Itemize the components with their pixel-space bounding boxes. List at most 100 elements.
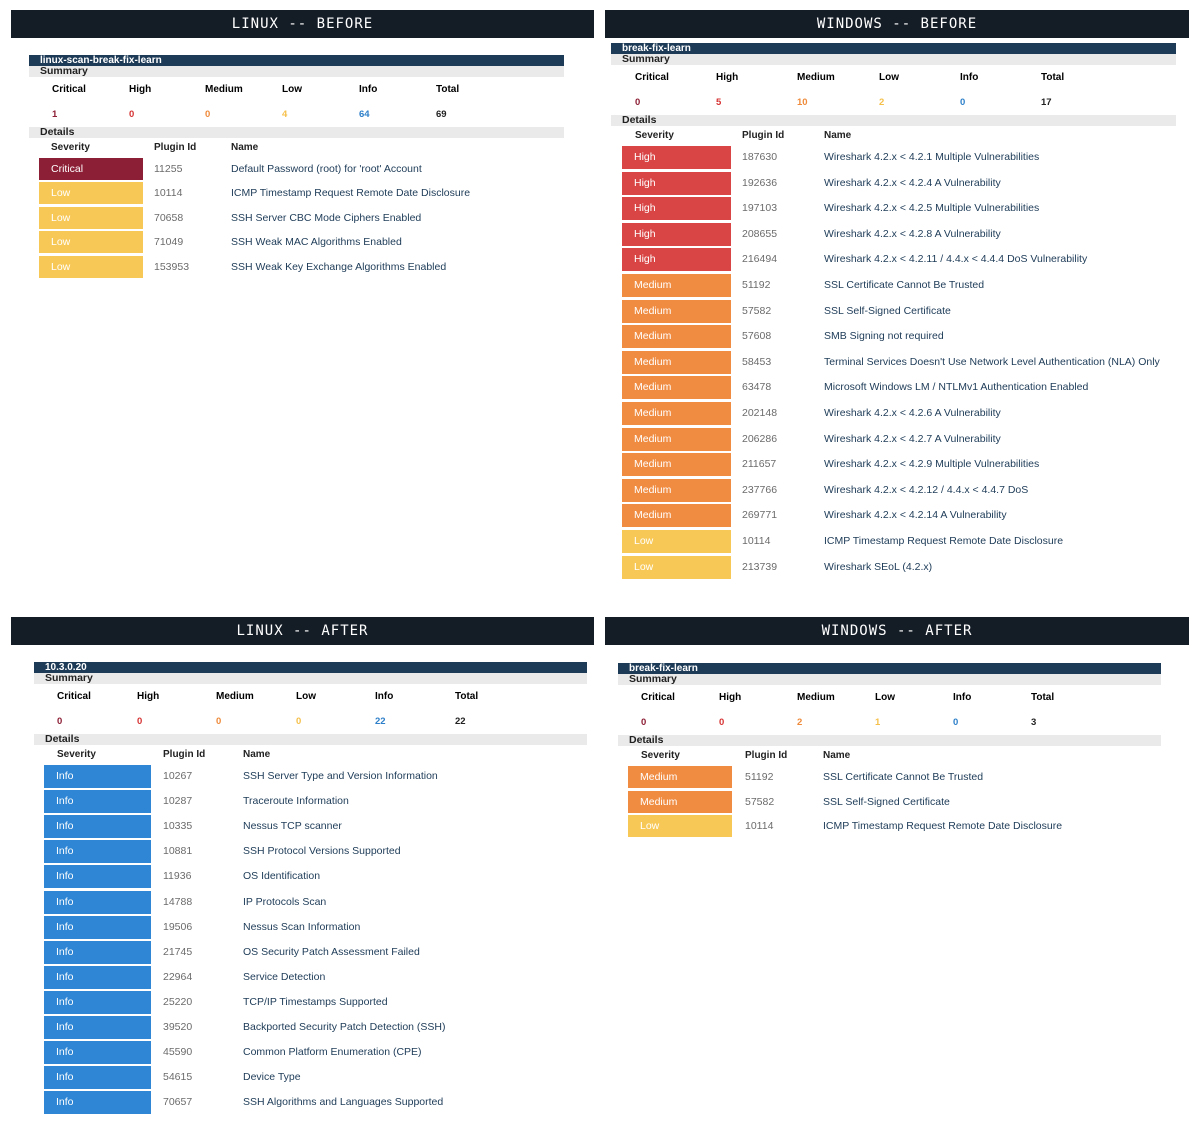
panel-title: LINUX -- AFTER xyxy=(11,617,594,645)
info-header: Info xyxy=(960,72,979,83)
plugin-name: Wireshark 4.2.x < 4.2.9 Multiple Vulnera… xyxy=(824,458,1040,471)
severity-badge: Info xyxy=(44,1041,151,1065)
plugin-name: ICMP Timestamp Request Remote Date Discl… xyxy=(824,535,1064,547)
high-header: High xyxy=(129,84,152,95)
plugin-id: 211657 xyxy=(742,458,777,471)
finding-row: Medium 206286 Wireshark 4.2.x < 4.2.7 A Vu… xyxy=(611,427,1176,451)
plugin-id: 192636 xyxy=(742,176,778,189)
critical-header: Critical xyxy=(641,692,675,703)
finding-row: Info 19506 Nessus Scan Information xyxy=(34,915,587,939)
linux-before-report: linux-scan-break-fix-learn Summary Criti… xyxy=(29,55,564,280)
plugin-name: Wireshark 4.2.x < 4.2.8 A Vulnerability xyxy=(824,227,1001,240)
high-count: 0 xyxy=(719,717,725,728)
plugin-id: 206286 xyxy=(742,432,778,445)
plugin-id: 57582 xyxy=(742,304,772,317)
finding-row: Info 10881 SSH Protocol Versions Supported xyxy=(34,840,587,864)
summary-header-row: Critical High Medium Low Info Total xyxy=(34,684,587,709)
name-header: Name xyxy=(823,750,851,761)
severity-badge: High xyxy=(622,222,731,246)
severity-badge: Low xyxy=(39,206,143,229)
plugin-name: Service Detection xyxy=(243,970,326,983)
severity-badge: Low xyxy=(622,555,731,579)
details-heading: Details xyxy=(618,735,1161,746)
severity-badge: Low xyxy=(39,231,143,254)
details-header-row: Severity Plugin Id Name xyxy=(34,745,587,765)
severity-badge: Medium xyxy=(622,325,731,349)
severity-badge: Info xyxy=(44,965,151,989)
severity-badge: Medium xyxy=(628,766,732,788)
plugin-name: Common Platform Enumeration (CPE) xyxy=(243,1046,422,1059)
plugin-name: SSH Weak MAC Algorithms Enabled xyxy=(231,236,402,249)
severity-badge: Info xyxy=(44,915,151,939)
plugin-name: OS Identification xyxy=(243,870,321,883)
plugin-name: SSL Self-Signed Certificate xyxy=(823,795,950,808)
severity-badge: Medium xyxy=(622,299,731,323)
finding-row: Low 10114 ICMP Timestamp Request Remote Da… xyxy=(618,815,1161,838)
severity-badge: Medium xyxy=(622,274,731,297)
plugin-id: 216494 xyxy=(742,253,778,266)
total-header: Total xyxy=(1031,692,1055,703)
severity-badge: Medium xyxy=(622,453,731,477)
severity-badge: Critical xyxy=(39,158,143,180)
details-heading: Details xyxy=(611,115,1176,126)
plugin-name: Wireshark 4.2.x < 4.2.12 / 4.4.x < 4.4.7… xyxy=(824,483,1029,496)
finding-row: Medium 211657 Wireshark 4.2.x < 4.2.9 Mult… xyxy=(611,453,1176,477)
severity-badge: High xyxy=(622,197,731,221)
plugin-id: 197103 xyxy=(742,202,778,215)
plugin-name: SSH Algorithms and Languages Supported xyxy=(243,1096,444,1109)
total-count: 69 xyxy=(436,109,447,120)
info-count: 0 xyxy=(960,97,966,108)
plugin-id: 10114 xyxy=(742,535,771,547)
total-count: 3 xyxy=(1031,717,1037,728)
severity-badge: Low xyxy=(628,815,732,838)
info-header: Info xyxy=(359,84,378,95)
name-header: Name xyxy=(824,130,852,141)
finding-row: Medium 51192 SSL Certificate Cannot Be Tru… xyxy=(611,274,1176,297)
plugin-id: 22964 xyxy=(163,970,193,983)
plugin-id: 153953 xyxy=(154,260,190,273)
plugin-name: Wireshark 4.2.x < 4.2.6 A Vulnerability xyxy=(824,407,1001,419)
findings-list: Info 10267 SSH Server Type and Version Inf… xyxy=(34,765,587,1116)
low-count: 4 xyxy=(282,109,288,120)
high-count: 0 xyxy=(137,716,143,727)
plugin-id: 11255 xyxy=(154,163,183,175)
finding-row: Medium 58453 Terminal Services Doesn't Use… xyxy=(611,350,1176,374)
plugin-id: 58453 xyxy=(742,355,772,368)
plugin-id: 19506 xyxy=(163,920,193,933)
plugin-id: 71049 xyxy=(154,236,184,249)
plugin-id: 63478 xyxy=(742,381,772,394)
windows-before-report: break-fix-learn Summary Critical High Me… xyxy=(611,43,1176,581)
findings-list: High 187630 Wireshark 4.2.x < 4.2.1 Multip… xyxy=(611,146,1176,581)
linux-before-panel: LINUX -- BEFORE xyxy=(11,10,594,38)
plugin-name: Terminal Services Doesn't Use Network Le… xyxy=(824,355,1160,368)
plugin-id-header: Plugin Id xyxy=(742,130,785,141)
severity-badge: Info xyxy=(44,990,151,1014)
plugin-id: 10881 xyxy=(163,845,193,858)
critical-count: 0 xyxy=(635,97,641,108)
details-header-row: Severity Plugin Id Name xyxy=(611,126,1176,146)
plugin-name: Nessus Scan Information xyxy=(243,920,361,933)
severity-badge: Medium xyxy=(622,478,731,502)
low-count: 1 xyxy=(875,717,881,728)
severity-header: Severity xyxy=(57,749,96,760)
plugin-id: 213739 xyxy=(742,560,778,573)
summary-heading: Summary xyxy=(611,54,1176,65)
severity-badge: Medium xyxy=(622,402,731,425)
details-header-row: Severity Plugin Id Name xyxy=(29,138,564,158)
severity-header: Severity xyxy=(635,130,674,141)
finding-row: Info 11936 OS Identification xyxy=(34,865,587,889)
windows-after-panel: WINDOWS -- AFTER xyxy=(605,617,1189,645)
plugin-id: 25220 xyxy=(163,995,193,1008)
host-name: break-fix-learn xyxy=(611,43,1176,54)
finding-row: Medium 57582 SSL Self-Signed Certificate xyxy=(618,790,1161,813)
severity-header: Severity xyxy=(641,750,680,761)
plugin-name: SSH Weak Key Exchange Algorithms Enabled xyxy=(231,260,447,273)
total-count: 17 xyxy=(1041,97,1052,108)
plugin-id: 10114 xyxy=(745,820,774,833)
high-header: High xyxy=(716,72,739,83)
finding-row: Info 25220 TCP/IP Timestamps Supported xyxy=(34,990,587,1014)
medium-header: Medium xyxy=(216,691,254,702)
plugin-id: 10335 xyxy=(163,820,193,833)
plugin-id: 14788 xyxy=(163,895,193,908)
total-header: Total xyxy=(1041,72,1065,83)
